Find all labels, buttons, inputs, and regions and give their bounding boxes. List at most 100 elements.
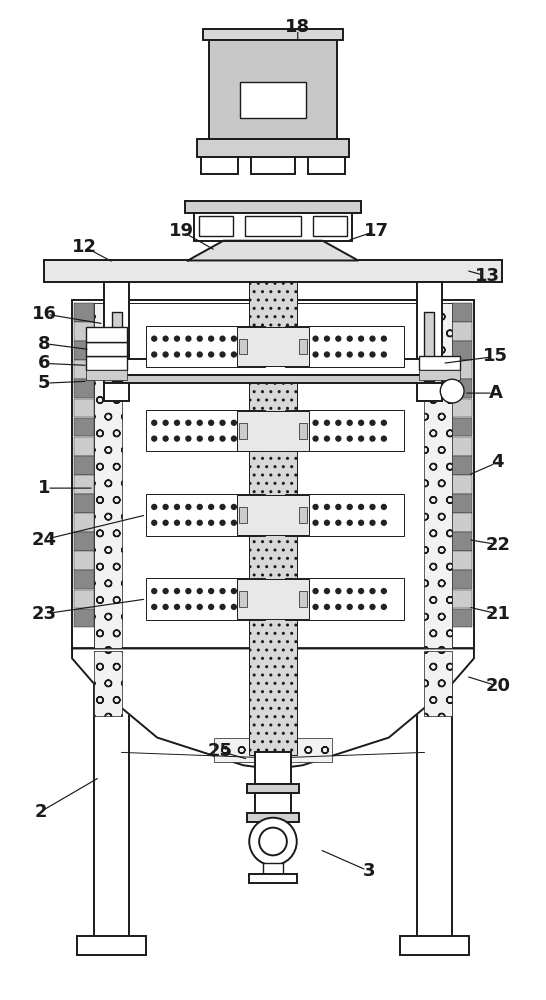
- Text: 1: 1: [38, 479, 51, 497]
- Bar: [452, 532, 472, 551]
- Bar: [74, 551, 94, 570]
- Circle shape: [301, 335, 307, 342]
- Circle shape: [335, 504, 341, 510]
- Text: 13: 13: [475, 267, 500, 285]
- Circle shape: [289, 520, 296, 526]
- Circle shape: [381, 604, 387, 610]
- Circle shape: [174, 504, 180, 510]
- Circle shape: [185, 351, 192, 358]
- Bar: [94, 303, 452, 648]
- Circle shape: [347, 520, 353, 526]
- Text: 17: 17: [364, 222, 389, 240]
- Bar: [417, 282, 442, 401]
- Circle shape: [289, 335, 296, 342]
- Circle shape: [301, 520, 307, 526]
- Circle shape: [197, 604, 203, 610]
- Circle shape: [335, 520, 341, 526]
- Circle shape: [324, 604, 330, 610]
- Bar: [201, 157, 239, 174]
- Bar: [86, 356, 128, 370]
- Circle shape: [197, 588, 203, 594]
- Circle shape: [242, 604, 248, 610]
- Circle shape: [301, 420, 307, 426]
- Bar: [74, 399, 94, 417]
- Bar: [112, 312, 122, 381]
- Circle shape: [369, 435, 376, 442]
- Text: 24: 24: [32, 531, 57, 549]
- Circle shape: [335, 588, 341, 594]
- Circle shape: [335, 604, 341, 610]
- Circle shape: [185, 420, 192, 426]
- Text: 18: 18: [285, 18, 310, 36]
- Circle shape: [358, 435, 364, 442]
- Circle shape: [197, 520, 203, 526]
- Circle shape: [289, 435, 296, 442]
- Bar: [240, 82, 306, 118]
- Circle shape: [163, 420, 169, 426]
- Bar: [238, 411, 308, 451]
- Bar: [86, 327, 128, 342]
- Bar: [245, 216, 301, 236]
- Circle shape: [381, 351, 387, 358]
- Bar: [74, 418, 94, 436]
- Circle shape: [163, 588, 169, 594]
- Circle shape: [369, 420, 376, 426]
- Circle shape: [208, 604, 214, 610]
- Circle shape: [197, 351, 203, 358]
- Circle shape: [312, 604, 319, 610]
- Bar: [417, 619, 452, 945]
- Bar: [146, 578, 265, 620]
- Bar: [452, 360, 472, 379]
- Bar: [86, 342, 128, 356]
- Bar: [418, 356, 460, 370]
- Circle shape: [208, 335, 214, 342]
- Bar: [247, 813, 299, 822]
- Bar: [197, 139, 349, 157]
- Circle shape: [324, 351, 330, 358]
- Bar: [74, 360, 94, 379]
- Bar: [94, 651, 122, 716]
- Circle shape: [381, 588, 387, 594]
- Bar: [285, 410, 403, 451]
- Bar: [239, 339, 247, 354]
- Circle shape: [242, 588, 248, 594]
- Bar: [74, 341, 94, 360]
- Bar: [418, 370, 460, 380]
- Bar: [285, 578, 403, 620]
- Text: 15: 15: [483, 347, 508, 365]
- Circle shape: [347, 420, 353, 426]
- Circle shape: [358, 335, 364, 342]
- Bar: [249, 233, 297, 755]
- Bar: [74, 570, 94, 589]
- Circle shape: [249, 818, 297, 865]
- Bar: [452, 399, 472, 417]
- Bar: [251, 157, 295, 174]
- Circle shape: [242, 435, 248, 442]
- Circle shape: [219, 604, 225, 610]
- Circle shape: [242, 420, 248, 426]
- Bar: [299, 339, 307, 354]
- Polygon shape: [188, 241, 358, 260]
- Text: 23: 23: [32, 605, 57, 623]
- Bar: [209, 38, 337, 139]
- Circle shape: [301, 504, 307, 510]
- Circle shape: [185, 335, 192, 342]
- Circle shape: [335, 420, 341, 426]
- Circle shape: [324, 504, 330, 510]
- Text: 16: 16: [32, 305, 57, 323]
- Bar: [285, 326, 403, 367]
- Circle shape: [242, 520, 248, 526]
- Bar: [74, 494, 94, 513]
- Circle shape: [358, 604, 364, 610]
- Text: 4: 4: [491, 453, 504, 471]
- Circle shape: [369, 335, 376, 342]
- Bar: [146, 326, 265, 367]
- Circle shape: [289, 588, 296, 594]
- Circle shape: [163, 435, 169, 442]
- Text: 25: 25: [208, 742, 233, 760]
- Circle shape: [242, 335, 248, 342]
- Bar: [74, 379, 94, 398]
- Circle shape: [151, 435, 157, 442]
- Circle shape: [151, 588, 157, 594]
- Circle shape: [358, 520, 364, 526]
